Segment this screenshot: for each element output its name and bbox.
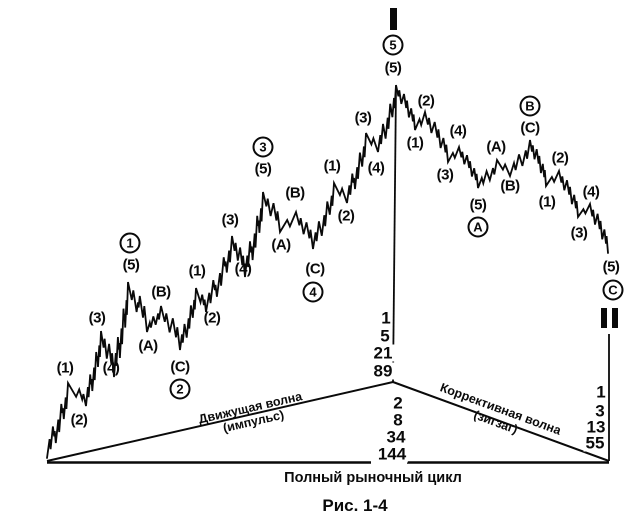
wave-label-1: (1) (56, 359, 74, 377)
circled-wave-label-5: 5 (382, 34, 404, 56)
wave-label-4: (4) (367, 159, 385, 177)
wave-label-4: (4) (234, 260, 252, 278)
wave-label-4: (4) (102, 359, 120, 377)
wave-label-a: (A) (138, 337, 158, 355)
wave-label-c: (C) (305, 260, 325, 278)
wave-label-3: (3) (570, 224, 588, 242)
wave-label-3: (3) (88, 309, 106, 327)
price-wave-path (46, 84, 609, 459)
wave-label-2: (2) (417, 92, 435, 110)
wave-label-1: (1) (406, 134, 424, 152)
circled-wave-label-4: 4 (302, 281, 324, 303)
wave-label-b: (B) (285, 184, 305, 202)
wave-label-b: (B) (500, 177, 520, 195)
wave-label-4: (4) (582, 183, 600, 201)
fib-count-corrective_column-3: 3 (593, 401, 607, 421)
wave-label-1: (1) (538, 193, 556, 211)
wave-label-2: (2) (203, 309, 221, 327)
wave-label-2: (2) (70, 411, 88, 429)
wave-label-a: (A) (486, 138, 506, 156)
wave-label-a: (A) (271, 236, 291, 254)
fib-count-cycle_column-144: 144 (375, 444, 409, 464)
fib-count-impulse_column-5: 5 (378, 326, 392, 346)
circled-wave-label-c: C (602, 279, 624, 301)
figure-caption: Рис. 1-4 (322, 496, 388, 515)
wave-label-b: (B) (151, 283, 171, 301)
wave-label-5: (5) (122, 256, 140, 274)
wave-label-1: (1) (323, 157, 341, 175)
fib-count-impulse_column-21: 21 (371, 343, 395, 363)
full-market-cycle-label: Полный рыночный цикл (284, 470, 462, 486)
circled-wave-label-1: 1 (119, 232, 141, 254)
wave-label-5: (5) (254, 160, 272, 178)
structure-lines (46, 85, 610, 464)
circled-wave-label-3: 3 (252, 136, 274, 158)
wave-label-4: (4) (449, 122, 467, 140)
wave-label-2: (2) (551, 149, 569, 167)
fib-count-corrective_column-1: 1 (594, 382, 608, 402)
center-divider-line (392, 85, 397, 383)
wave-label-5: (5) (469, 196, 487, 214)
circled-wave-label-2: 2 (169, 378, 191, 400)
wave-label-2: (2) (337, 207, 355, 225)
fib-count-impulse_column-1: 1 (379, 308, 393, 328)
motive-triangle-line (46, 381, 394, 462)
corrective-triangle-line (392, 381, 610, 462)
circled-wave-label-b: B (519, 95, 541, 117)
roman-numeral-II-bar (611, 308, 618, 328)
wave-label-5: (5) (602, 258, 620, 276)
fib-count-impulse_column-89: 89 (371, 361, 395, 381)
roman-numeral-I-bar (390, 8, 397, 30)
wave-label-3: (3) (354, 109, 372, 127)
wave-label-c: (C) (520, 119, 540, 137)
roman-numeral-II-bar (601, 308, 607, 328)
wave-label-c: (C) (170, 358, 190, 376)
fib-count-cycle_column-2: 2 (391, 393, 405, 413)
wave-label-5: (5) (384, 59, 402, 77)
circled-wave-label-a: A (467, 216, 489, 238)
fib-count-corrective_column-55: 55 (583, 433, 607, 453)
wave-label-3: (3) (221, 211, 239, 229)
fib-count-cycle_column-34: 34 (384, 427, 408, 447)
fib-count-cycle_column-8: 8 (391, 410, 405, 430)
wave-label-3: (3) (436, 166, 454, 184)
fib-count-corrective_column-13: 13 (584, 417, 608, 437)
wave-label-1: (1) (188, 262, 206, 280)
